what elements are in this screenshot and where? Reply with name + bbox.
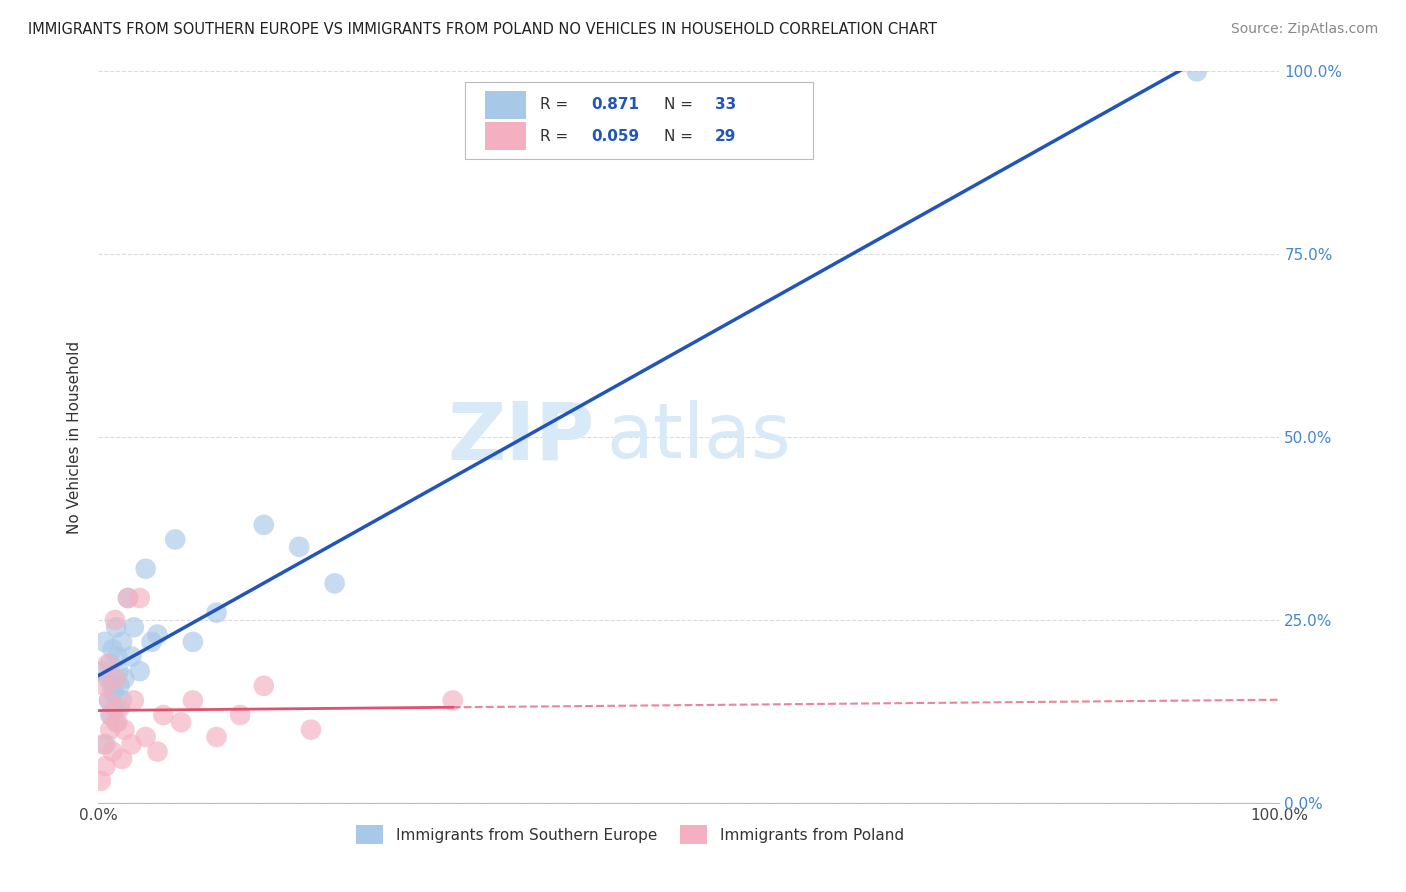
- Text: 0.871: 0.871: [591, 97, 638, 112]
- Point: [94, 737, 117, 751]
- Point: [205, 730, 228, 744]
- Point: [104, 700, 127, 714]
- Y-axis label: No Vehicles in Household: No Vehicles in Household: [67, 341, 83, 533]
- Point: [98, 693, 121, 707]
- Point: [229, 708, 252, 723]
- Point: [104, 613, 127, 627]
- Point: [122, 620, 145, 634]
- Point: [181, 635, 204, 649]
- Point: [146, 745, 169, 759]
- Point: [135, 730, 157, 744]
- Point: [170, 715, 193, 730]
- Point: [98, 693, 121, 707]
- Point: [141, 635, 163, 649]
- Point: [135, 562, 157, 576]
- Point: [117, 591, 139, 605]
- Point: [93, 635, 115, 649]
- Text: Source: ZipAtlas.com: Source: ZipAtlas.com: [1230, 22, 1378, 37]
- Point: [323, 576, 346, 591]
- Point: [181, 693, 204, 707]
- Text: 29: 29: [714, 129, 737, 145]
- Point: [146, 627, 169, 641]
- Point: [105, 715, 128, 730]
- Point: [100, 708, 122, 723]
- Point: [101, 642, 124, 657]
- Point: [93, 679, 115, 693]
- Point: [94, 759, 117, 773]
- Point: [103, 686, 125, 700]
- Text: IMMIGRANTS FROM SOUTHERN EUROPE VS IMMIGRANTS FROM POLAND NO VEHICLES IN HOUSEHO: IMMIGRANTS FROM SOUTHERN EUROPE VS IMMIG…: [28, 22, 938, 37]
- Point: [97, 657, 120, 671]
- Point: [107, 664, 129, 678]
- Point: [97, 672, 120, 686]
- Point: [90, 773, 112, 788]
- Point: [91, 664, 114, 678]
- Point: [253, 517, 276, 532]
- Text: R =: R =: [540, 129, 574, 145]
- Point: [98, 708, 121, 723]
- Point: [112, 672, 135, 686]
- Point: [152, 708, 174, 723]
- FancyBboxPatch shape: [485, 122, 526, 150]
- Text: atlas: atlas: [606, 401, 792, 474]
- Text: N =: N =: [664, 129, 697, 145]
- Point: [1185, 64, 1208, 78]
- Point: [121, 737, 143, 751]
- FancyBboxPatch shape: [464, 82, 813, 159]
- Text: R =: R =: [540, 97, 574, 112]
- Point: [205, 606, 228, 620]
- Text: N =: N =: [664, 97, 697, 112]
- Point: [105, 649, 128, 664]
- Legend: Immigrants from Southern Europe, Immigrants from Poland: Immigrants from Southern Europe, Immigra…: [350, 819, 910, 850]
- Point: [105, 715, 128, 730]
- Point: [98, 723, 121, 737]
- Point: [112, 723, 135, 737]
- Point: [128, 591, 150, 605]
- Text: 0.059: 0.059: [591, 129, 640, 145]
- Point: [128, 664, 150, 678]
- Point: [299, 723, 322, 737]
- Point: [165, 533, 187, 547]
- Point: [111, 635, 134, 649]
- Point: [100, 679, 122, 693]
- Point: [117, 591, 139, 605]
- Point: [288, 540, 311, 554]
- Point: [108, 679, 131, 693]
- Point: [105, 620, 128, 634]
- Text: 33: 33: [714, 97, 737, 112]
- Point: [121, 649, 143, 664]
- Point: [98, 657, 121, 671]
- Text: ZIP: ZIP: [447, 398, 595, 476]
- Point: [253, 679, 276, 693]
- Point: [111, 752, 134, 766]
- FancyBboxPatch shape: [485, 91, 526, 119]
- Point: [108, 700, 131, 714]
- Point: [111, 693, 134, 707]
- Point: [122, 693, 145, 707]
- Point: [91, 737, 114, 751]
- Point: [101, 745, 124, 759]
- Point: [441, 693, 464, 707]
- Point: [105, 672, 128, 686]
